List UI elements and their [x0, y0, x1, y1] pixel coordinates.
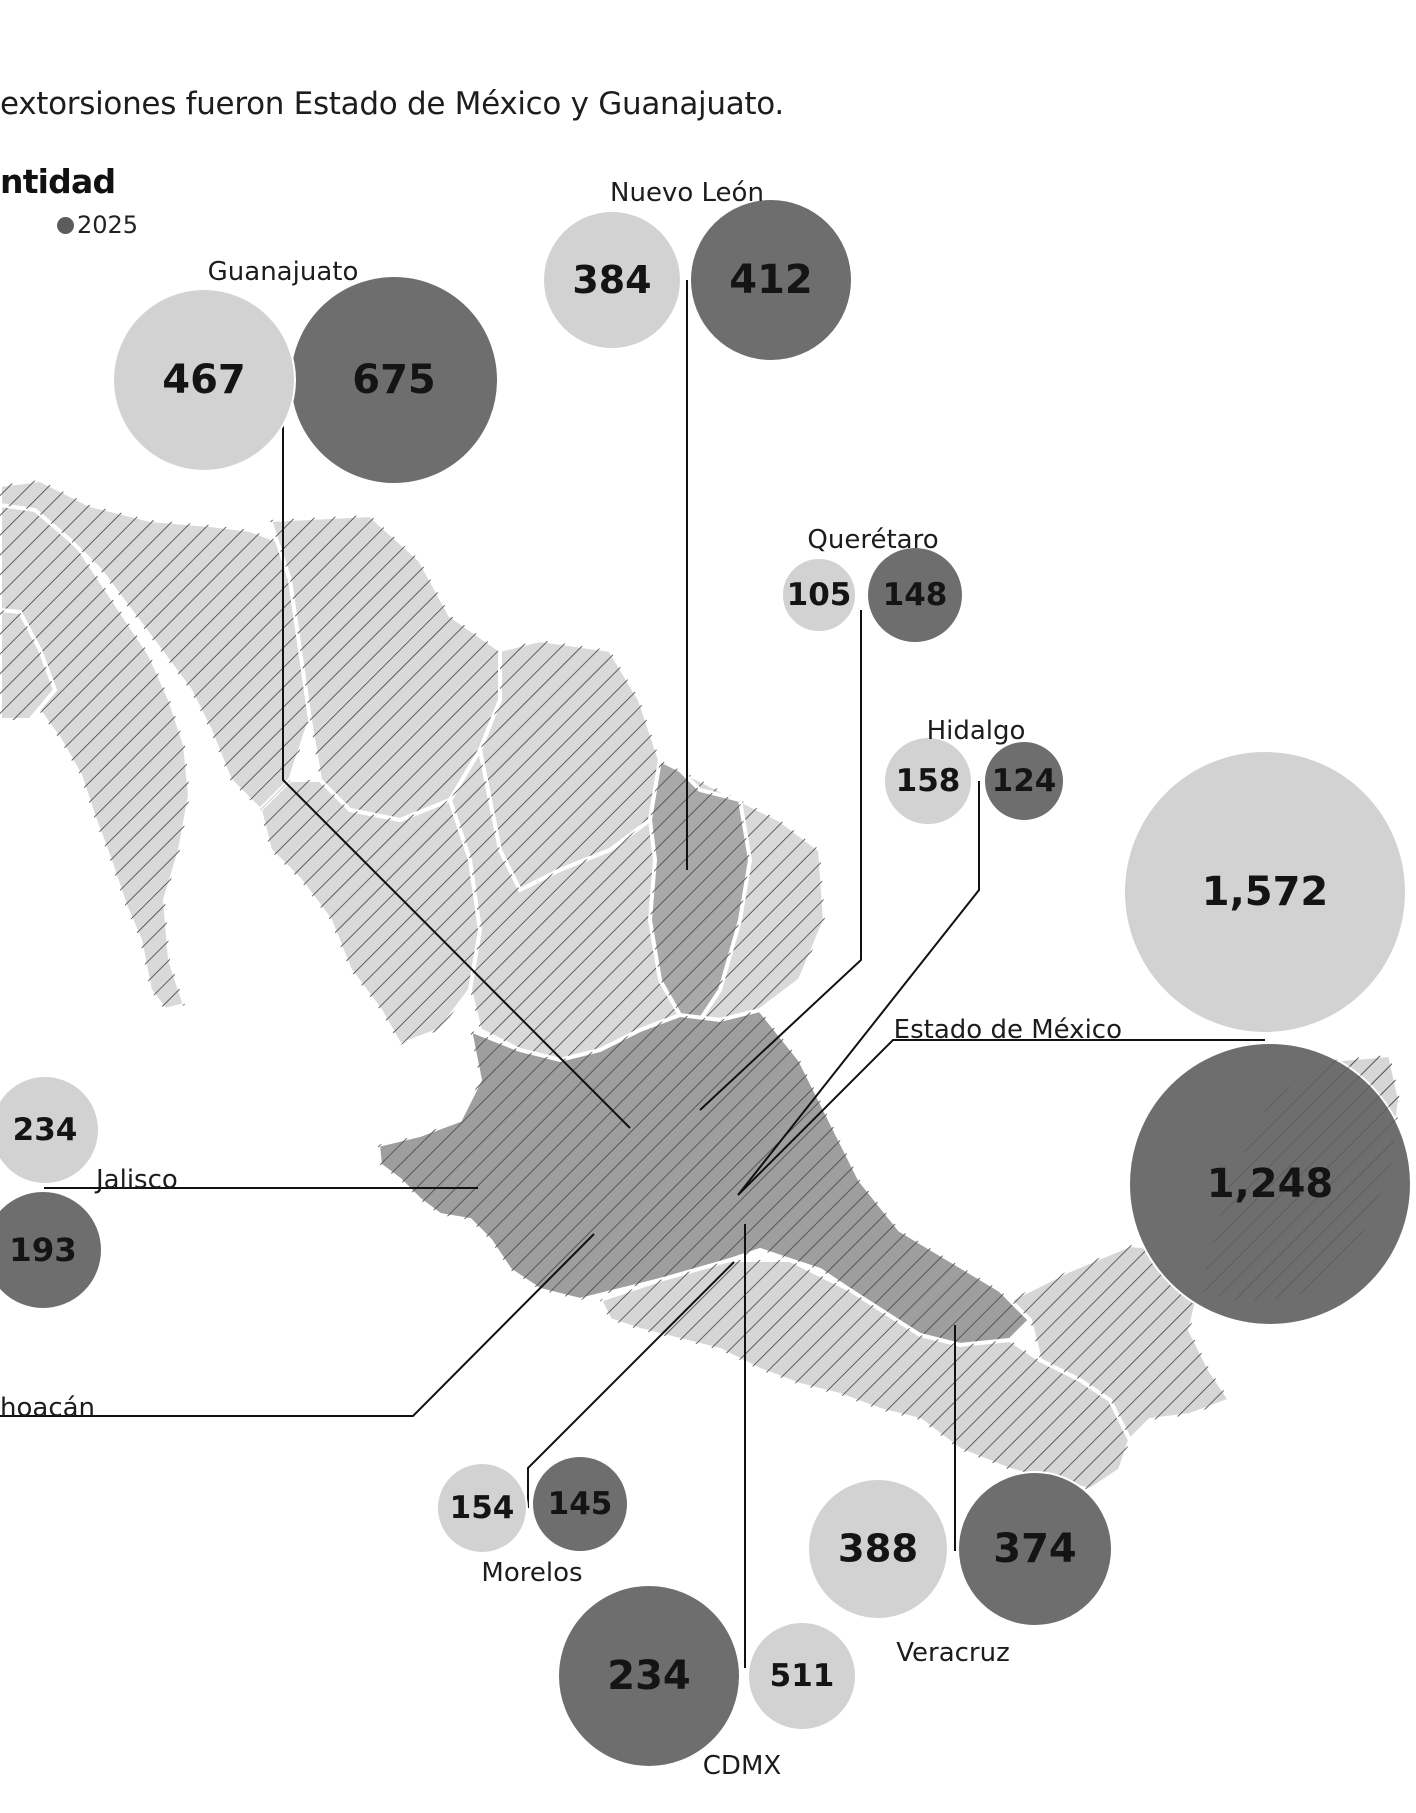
value-prev-jalisco: 234	[13, 1112, 78, 1148]
leader-hidalgo	[737, 781, 980, 1196]
value-prev-veracruz: 388	[838, 1527, 918, 1572]
bubble-2025-nuevo-leon	[689, 198, 853, 362]
region-coahuila-hatch	[480, 640, 660, 890]
bubble-prev-estado-de-mexico	[1123, 750, 1407, 1034]
region-sonora-hatch	[0, 480, 310, 810]
region-nuevo-leon-hatch	[650, 760, 750, 1020]
bubble-prev-nuevo-leon	[542, 210, 682, 350]
label-guanajuato: Guanajuato	[208, 257, 359, 287]
value-prev-hidalgo: 158	[896, 763, 961, 799]
bubble-2025-cdmx	[557, 1584, 741, 1768]
leader-edomex	[737, 1039, 1265, 1196]
subtitle: extorsiones fueron Estado de México y Gu…	[0, 86, 784, 122]
label-nuevo-leon: Nuevo León	[610, 178, 764, 208]
leader-queretaro	[699, 610, 862, 1111]
label-cdmx: CDMX	[703, 1751, 781, 1781]
map-regions	[0, 477, 1403, 1493]
value-2025-cdmx: 234	[607, 1653, 691, 1699]
legend-label-2025: 2025	[77, 211, 139, 239]
value-2025-morelos: 145	[548, 1486, 613, 1522]
value-2025-veracruz: 374	[993, 1526, 1077, 1572]
legend-dot-2025-icon	[57, 217, 74, 234]
region-central-dark-hatch	[378, 1010, 1030, 1345]
label-hidalgo: Hidalgo	[927, 716, 1026, 746]
bubble-2025-queretaro	[866, 546, 964, 644]
leader-morelos	[527, 1261, 735, 1508]
region-chihuahua-hatch	[270, 515, 500, 820]
label-veracruz: Veracruz	[896, 1638, 1010, 1668]
leader-guanajuato	[282, 378, 631, 1129]
bubble-values: 467 675 384 412 105 148 158 124 1,572 1,248 234 193…	[9, 257, 1333, 1699]
bubble-prev-morelos	[436, 1462, 528, 1554]
bubble-prev-queretaro	[781, 557, 857, 633]
region-baja-strip-hatch	[0, 610, 55, 720]
label-estado-de-mexico: Estado de México	[894, 1015, 1122, 1045]
value-2025-guanajuato: 675	[352, 357, 436, 403]
value-2025-hidalgo: 124	[992, 763, 1057, 799]
bubble-prev-jalisco	[0, 1075, 100, 1185]
region-southeast-hatch	[1010, 1245, 1230, 1440]
value-2025-estado-de-mexico: 1,248	[1207, 1161, 1334, 1207]
label-hoacan: hoacán	[0, 1393, 95, 1423]
bubbles	[0, 198, 1412, 1768]
value-prev-estado-de-mexico: 1,572	[1202, 869, 1329, 915]
leader-lines	[0, 280, 1265, 1668]
label-queretaro: Querétaro	[807, 525, 938, 555]
value-prev-cdmx: 511	[770, 1658, 835, 1694]
value-prev-nuevo-leon: 384	[572, 258, 651, 302]
leader-michoacan	[0, 1233, 595, 1417]
region-south-hatch	[600, 1260, 1130, 1490]
label-jalisco: Jalisco	[94, 1165, 178, 1195]
value-2025-nuevo-leon: 412	[729, 257, 813, 303]
value-prev-morelos: 154	[450, 1490, 515, 1526]
bubble-prev-cdmx	[747, 1621, 857, 1731]
legend-item-2025: 2025	[57, 211, 138, 239]
region-yucatan-hatch-overlay	[1200, 1055, 1400, 1300]
bubble-2025-veracruz	[957, 1471, 1113, 1627]
bubble-2025-jalisco	[0, 1190, 103, 1310]
legend-title: ntidad	[0, 162, 116, 201]
region-sinaloa-durango-hatch	[260, 780, 480, 1045]
value-2025-queretaro: 148	[883, 577, 948, 613]
value-prev-queretaro: 105	[787, 577, 852, 613]
value-2025-jalisco: 193	[9, 1231, 77, 1269]
bubble-2025-hidalgo	[983, 740, 1065, 822]
label-morelos: Morelos	[481, 1558, 582, 1588]
region-baja-california-hatch	[0, 482, 190, 1010]
value-prev-guanajuato: 467	[162, 357, 246, 403]
bubble-prev-veracruz	[807, 1478, 949, 1620]
bubble-prev-hidalgo	[883, 736, 973, 826]
bubble-2025-morelos	[531, 1455, 629, 1553]
bubble-prev-guanajuato	[112, 288, 296, 472]
state-labels: Guanajuato Nuevo León Querétaro Hidalgo Esta…	[0, 178, 1122, 1781]
